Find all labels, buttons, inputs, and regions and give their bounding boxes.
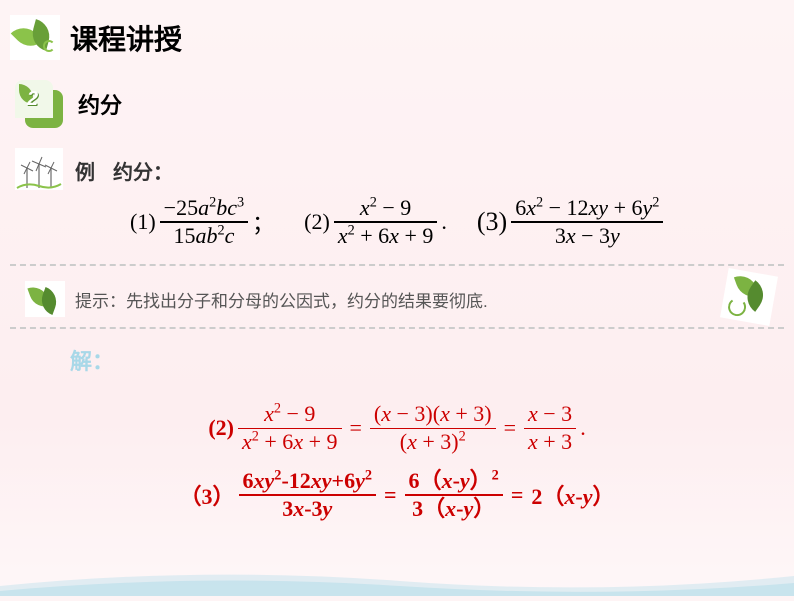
hint-row: 提示：先找出分子和分母的公因式，约分的结果要彻底. [10,264,784,329]
example-label: 例 [75,156,95,185]
punct: . [580,415,586,441]
problem-2: (2) x2 − 9 x2 + 6x + 9 . [304,195,447,249]
problem-num: (3) [477,207,507,237]
solution-num: （3） [180,479,235,511]
solution-2: (2) x2 − 9 x2 + 6x + 9 = (x − 3)(x + 3) … [0,401,794,455]
section-number: 2 [27,88,38,111]
hint-text: 提示：先找出分子和分母的公因式，约分的结果要彻底. [75,287,488,312]
section-number-badge: 2 [15,80,63,128]
example-prompt: 约分： [113,156,173,185]
punct: ； [252,206,274,238]
solution: (2) x2 − 9 x2 + 6x + 9 = (x − 3)(x + 3) … [0,376,794,522]
problem-3: (3) 6x2 − 12xy + 6y2 3x − 3y [477,195,664,249]
leaf-icon [25,281,65,317]
problem-num: (1) [130,209,156,235]
page-title: 课程讲授 [70,18,182,58]
wave-decoration [0,561,794,596]
problems: (1) −25a2bc3 15ab2c ； (2) x2 − 9 x2 + 6x… [0,190,794,249]
solution-num: (2) [208,415,234,441]
decorative-leaf-icon [720,268,778,326]
solution-3: （3） 6xy2-12xy+6y2 3x-3y = 6（x-y）2 3（x-y）… [0,468,794,523]
header: 课程讲授 [0,0,794,60]
section-title: 约分 [78,88,122,120]
punct: . [441,209,447,235]
problem-1: (1) −25a2bc3 15ab2c ； [130,195,274,249]
problem-num: (2) [304,209,330,235]
section-header: 2 约分 [0,60,794,128]
example-row: 例 约分： [0,128,794,190]
solution-label: 解： [0,329,794,376]
logo-icon [10,15,60,60]
windmill-icon [15,148,63,190]
